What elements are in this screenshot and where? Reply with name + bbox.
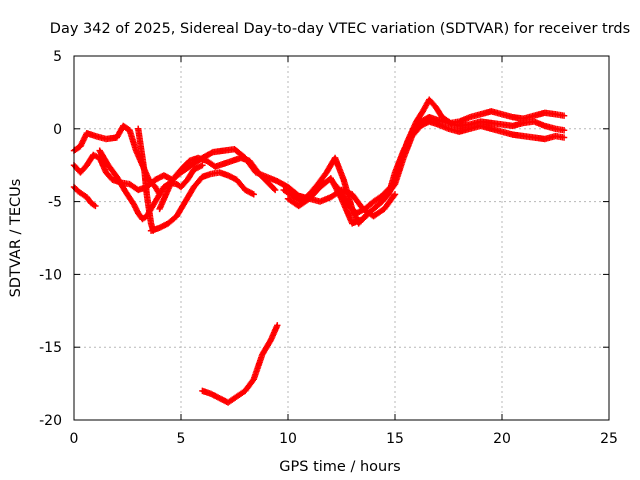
axis-layer: 0 5 10 15 20 25 5 0 -5 -10 -15 -20	[39, 49, 618, 447]
data-point	[560, 134, 568, 141]
data-point	[92, 202, 99, 210]
data-series	[327, 113, 568, 217]
x-axis-label: GPS time / hours	[279, 459, 400, 475]
data-series	[280, 96, 568, 227]
data-series	[156, 154, 279, 213]
y-tick-label: 5	[53, 49, 62, 65]
y-tick-label: -15	[39, 340, 62, 356]
plot-frame	[73, 55, 610, 421]
x-tick-label: 25	[600, 431, 618, 447]
data-point	[199, 162, 206, 169]
x-tick-label: 10	[279, 431, 297, 447]
data-points	[70, 96, 568, 406]
data-point	[270, 185, 278, 193]
data-point	[250, 191, 257, 198]
data-point	[390, 192, 398, 199]
data-series	[199, 322, 281, 406]
x-tick-label: 20	[493, 431, 511, 447]
chart-title: Day 342 of 2025, Sidereal Day-to-day VTE…	[50, 21, 630, 37]
grid-layer	[74, 56, 609, 420]
data-series	[70, 145, 399, 220]
data-point	[560, 112, 568, 119]
data-point	[560, 127, 568, 134]
y-tick-label: -20	[39, 413, 62, 429]
data-point	[274, 322, 281, 329]
y-tick-label: -10	[39, 267, 62, 283]
data-point	[391, 191, 399, 198]
data-series	[70, 183, 99, 210]
y-axis-label: SDTVAR / TECUs	[8, 179, 24, 298]
y-tick-label: -5	[48, 195, 62, 211]
y-tick-label: 0	[53, 122, 62, 138]
x-tick-label: 5	[177, 431, 186, 447]
x-tick-label: 15	[386, 431, 404, 447]
x-tick-label: 0	[70, 431, 79, 447]
data-series	[284, 118, 568, 227]
data-point	[271, 186, 279, 194]
data-series	[147, 169, 257, 234]
